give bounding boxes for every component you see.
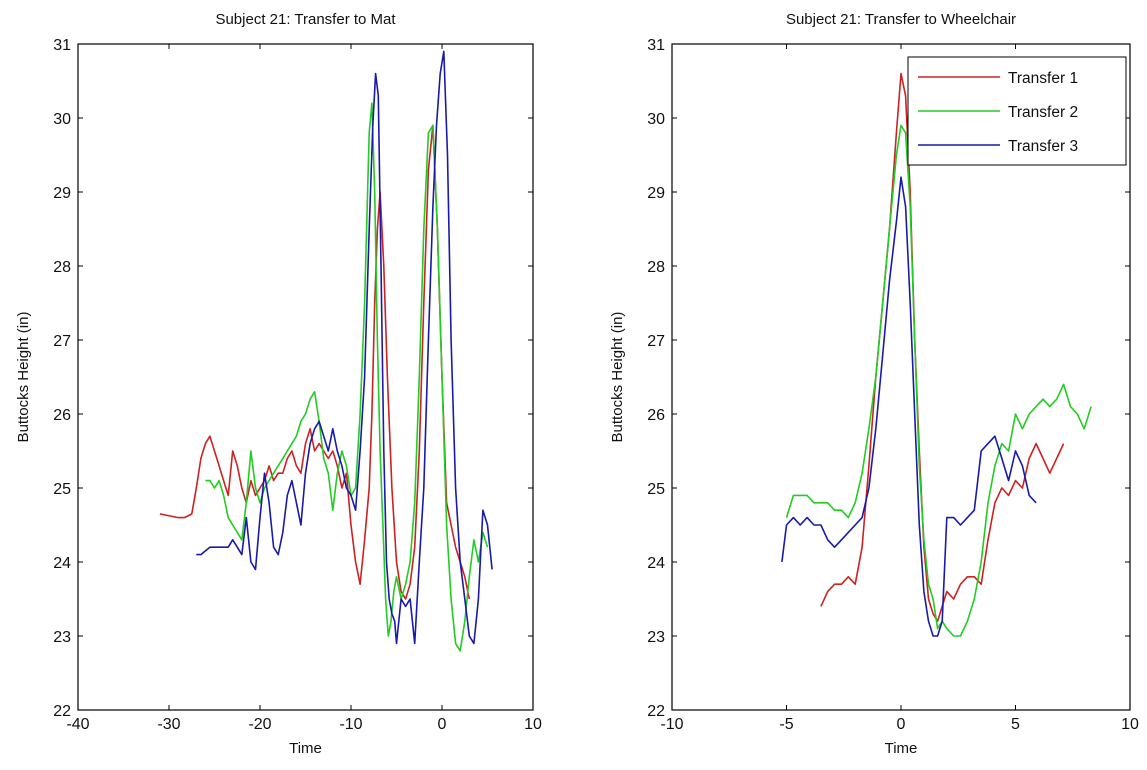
y-tick-label: 28 [647, 259, 665, 276]
series-line-transfer-3 [781, 176, 1037, 637]
legend-label: Transfer 2 [1008, 104, 1078, 121]
x-axis-label: Time [885, 740, 918, 757]
y-tick-label: 30 [647, 111, 665, 128]
y-tick-label: 24 [53, 555, 71, 572]
legend-label: Transfer 3 [1008, 138, 1078, 155]
y-tick-label: 30 [53, 111, 71, 128]
series-line-transfer-3 [196, 50, 493, 645]
legend-label: Transfer 1 [1008, 70, 1078, 87]
plot-area [77, 43, 534, 711]
wheelchair-transfer-panel: -10 -5 0 5 10 22 23 24 25 26 27 28 29 30 31 Subject 21:… [609, 11, 1139, 757]
y-tick-label: 26 [53, 407, 71, 424]
x-tick-label: -30 [157, 716, 180, 733]
chart-title: Subject 21: Transfer to Wheelchair [786, 11, 1016, 28]
y-tick-label: 29 [647, 185, 665, 202]
y-tick-label: 31 [53, 37, 71, 54]
x-tick-label: 0 [438, 716, 447, 733]
y-tick-label: 24 [647, 555, 665, 572]
x-tick-label: -5 [779, 716, 793, 733]
y-tick-label: 29 [53, 185, 71, 202]
x-tick-label: -40 [66, 716, 89, 733]
x-tick-label: 10 [524, 716, 542, 733]
chart-title: Subject 21: Transfer to Mat [215, 11, 396, 28]
y-tick-label: 25 [53, 481, 71, 498]
legend: Transfer 1 Transfer 2 Transfer 3 [907, 56, 1127, 166]
x-tick-label: -10 [339, 716, 362, 733]
x-tick-label: -10 [660, 716, 683, 733]
series-line-transfer-2 [785, 124, 1092, 637]
y-axis-label: Buttocks Height (in) [609, 312, 626, 443]
y-tick-label: 28 [53, 259, 71, 276]
y-tick-label: 23 [647, 629, 665, 646]
x-axis-label: Time [289, 740, 322, 757]
y-tick-label: 27 [647, 333, 665, 350]
y-tick-label: 22 [647, 703, 665, 720]
x-tick-label: 5 [1011, 716, 1020, 733]
y-tick-label: 26 [647, 407, 665, 424]
x-tick-label: 10 [1121, 716, 1139, 733]
x-tick-label: -20 [248, 716, 271, 733]
y-tick-label: 31 [647, 37, 665, 54]
y-tick-label: 27 [53, 333, 71, 350]
y-axis-label: Buttocks Height (in) [15, 312, 32, 443]
y-tick-label: 23 [53, 629, 71, 646]
y-tick-label: 22 [53, 703, 71, 720]
x-tick-label: 0 [897, 716, 906, 733]
series-line-transfer-1 [159, 124, 471, 600]
mat-transfer-panel: -40 -30 -20 -10 0 10 22 23 24 25 26 27 28 29 30 31 Subje… [15, 11, 542, 757]
y-tick-label: 25 [647, 481, 665, 498]
series-line-transfer-2 [205, 102, 489, 652]
